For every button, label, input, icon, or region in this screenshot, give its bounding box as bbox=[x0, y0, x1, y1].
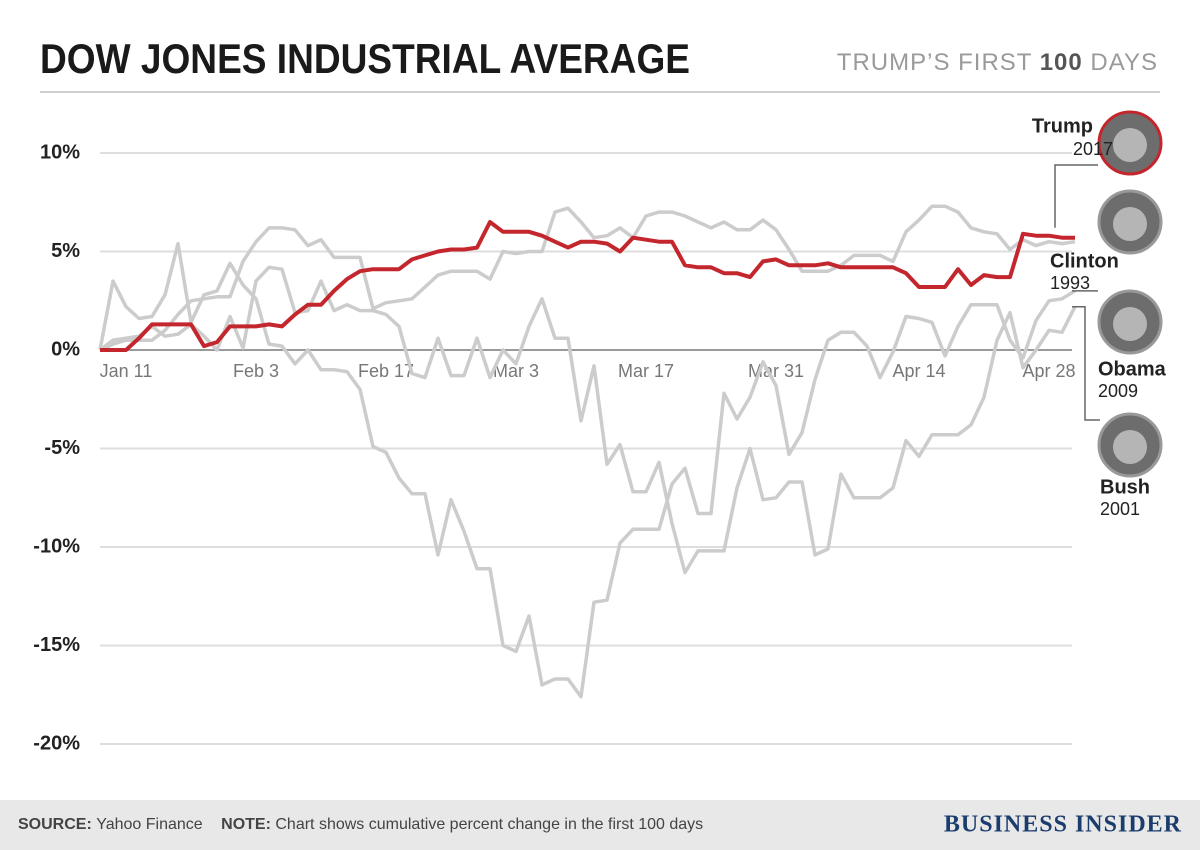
subtitle-part: TRUMP’S FIRST bbox=[837, 49, 1032, 76]
note-label: NOTE: bbox=[221, 816, 271, 833]
x-tick-label: Apr 14 bbox=[892, 361, 945, 381]
legend-year: 2017 bbox=[1073, 139, 1113, 159]
series-line bbox=[100, 220, 1075, 352]
y-tick-label: 10% bbox=[40, 141, 80, 163]
y-tick-label: -15% bbox=[33, 634, 80, 656]
y-tick-label: -10% bbox=[33, 535, 80, 557]
portrait-face bbox=[1113, 207, 1147, 241]
x-tick-label: Feb 3 bbox=[233, 361, 279, 381]
series-line bbox=[99, 204, 1076, 352]
source-label: SOURCE: bbox=[18, 816, 92, 833]
legend-connector bbox=[1054, 164, 1098, 228]
x-tick-label: Jan 11 bbox=[100, 361, 153, 381]
y-tick-label: -20% bbox=[33, 732, 80, 754]
x-tick-label: Mar 17 bbox=[618, 361, 674, 381]
legend-year: 2001 bbox=[1100, 499, 1140, 519]
source: Yahoo Finance bbox=[96, 816, 203, 833]
x-tick-label: Feb 17 bbox=[358, 361, 414, 381]
series-line bbox=[98, 241, 1076, 699]
footer-text: SOURCE: Yahoo Finance NOTE: Chart shows … bbox=[18, 816, 703, 833]
legend-year: 1993 bbox=[1050, 273, 1090, 293]
y-tick-label: 0% bbox=[51, 338, 80, 360]
legend-name: Bush bbox=[1100, 476, 1150, 498]
plot bbox=[98, 204, 1077, 699]
y-tick-label: 5% bbox=[51, 240, 80, 262]
note: Chart shows cumulative percent change in… bbox=[275, 816, 703, 833]
brand: BUSINESS INSIDER bbox=[944, 812, 1182, 838]
x-tick-label: Apr 28 bbox=[1022, 361, 1075, 381]
grid: -20% -15% -10% -5% 0% 5% 10% Jan 11 Feb 3 Feb 17 M… bbox=[33, 141, 1075, 754]
footer-band bbox=[0, 800, 1200, 850]
chart-title: DOW JONES INDUSTRIAL AVERAGE bbox=[40, 35, 690, 82]
portrait-face bbox=[1113, 430, 1147, 464]
legend-year: 2009 bbox=[1098, 381, 1138, 401]
legend-name: Clinton bbox=[1050, 250, 1119, 272]
subtitle-part: DAYS bbox=[1090, 49, 1158, 76]
legend-name: Trump bbox=[1032, 115, 1093, 137]
y-tick-label: -5% bbox=[44, 437, 80, 459]
subtitle-part: 100 bbox=[1040, 49, 1083, 76]
portrait-face bbox=[1113, 307, 1147, 341]
chart-subtitle: TRUMP’S FIRST 100 DAYS bbox=[837, 49, 1158, 76]
legend-connector bbox=[1072, 305, 1100, 421]
series-line bbox=[98, 265, 1077, 575]
x-tick-label: Mar 3 bbox=[493, 361, 539, 381]
legend-name: Obama bbox=[1098, 358, 1167, 380]
portrait-face bbox=[1113, 128, 1147, 162]
